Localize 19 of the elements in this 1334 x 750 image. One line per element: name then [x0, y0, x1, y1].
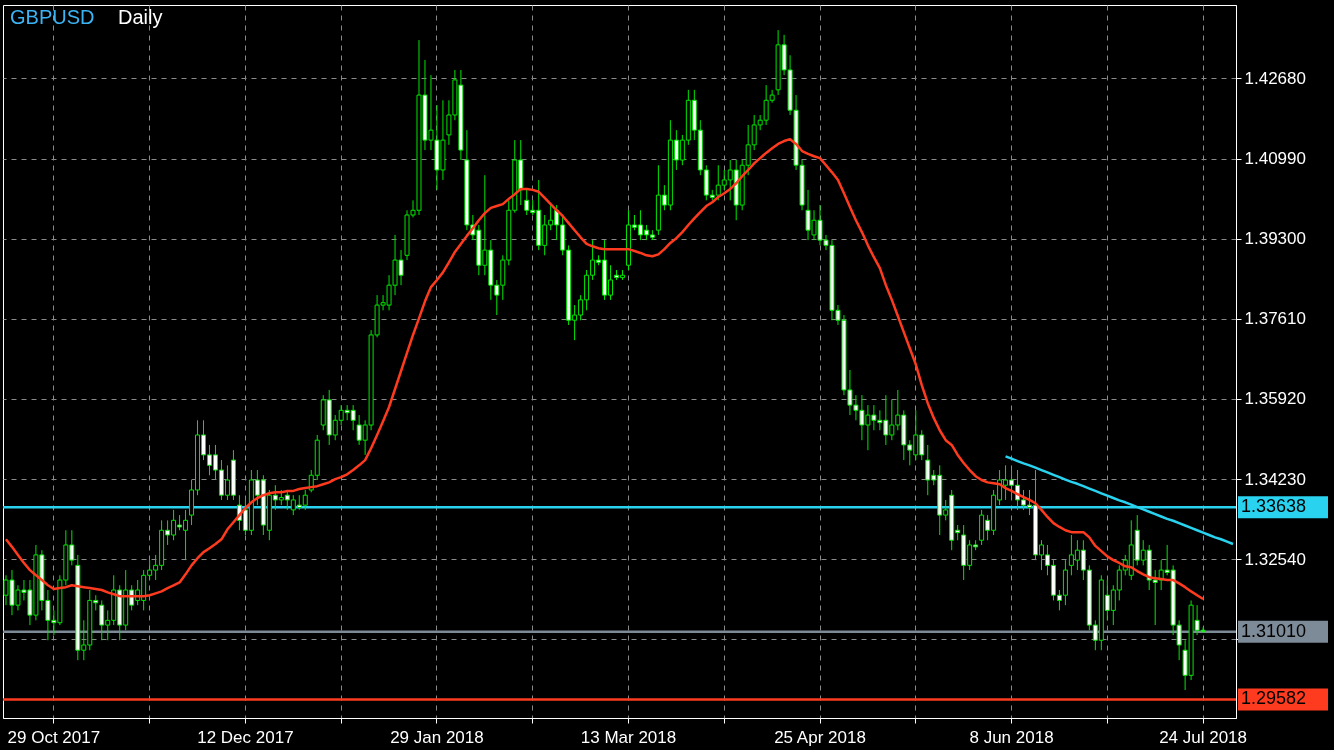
ref-line-label: 1.31010: [1241, 620, 1307, 641]
x-tick-label: 8 Jun 2018: [969, 727, 1054, 747]
y-tick-label: 1.39300: [1244, 229, 1306, 249]
chart-subtitle: Daily: [118, 6, 163, 28]
ref-line-label: 1.29582: [1241, 688, 1307, 709]
chart-title: GBPUSD: [10, 6, 95, 28]
x-tick-label: 12 Dec 2017: [197, 727, 294, 747]
y-tick-label: 1.37610: [1244, 309, 1306, 329]
y-tick-label: 1.40990: [1244, 149, 1306, 169]
x-tick-label: 24 Jul 2018: [1159, 727, 1248, 747]
x-tick-label: 29 Oct 2017: [7, 727, 101, 747]
y-tick-label: 1.35920: [1244, 389, 1306, 409]
y-tick-label: 1.32540: [1244, 549, 1306, 569]
y-tick-label: 1.42680: [1244, 68, 1306, 88]
ref-line-label: 1.33638: [1241, 496, 1307, 517]
y-tick-label: 1.34230: [1244, 469, 1306, 489]
x-tick-label: 29 Jan 2018: [390, 727, 484, 747]
x-tick-label: 25 Apr 2018: [774, 727, 866, 747]
x-tick-label: 13 Mar 2018: [580, 727, 677, 747]
